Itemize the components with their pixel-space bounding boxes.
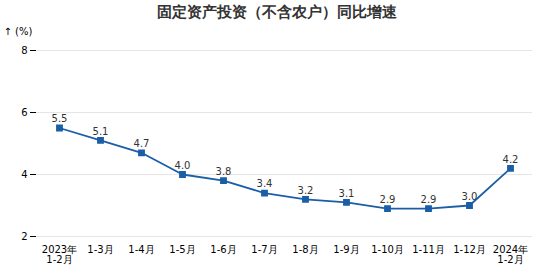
svg-text:3.2: 3.2 (298, 185, 314, 196)
svg-text:1-5月: 1-5月 (169, 244, 195, 255)
html-text:固定资产投资（不含农户）同比增速: 固定资产投资（不含农户）同比增速 (157, 3, 397, 21)
svg-text:2024年1-2月: 2024年1-2月 (493, 244, 528, 265)
svg-text:1-12月: 1-12月 (453, 244, 486, 255)
svg-text:8: 8 (21, 45, 27, 56)
svg-text:2023年1-2月: 2023年1-2月 (42, 244, 77, 265)
svg-text:6: 6 (21, 107, 27, 118)
svg-text:1-10月: 1-10月 (371, 244, 404, 255)
svg-text:1-8月: 1-8月 (292, 244, 318, 255)
svg-text:2: 2 (21, 231, 27, 242)
svg-text:2.9: 2.9 (380, 194, 396, 205)
svg-text:5.5: 5.5 (52, 113, 68, 124)
svg-text:1-9月: 1-9月 (333, 244, 359, 255)
svg-text:3.0: 3.0 (462, 191, 478, 202)
svg-text:1-6月: 1-6月 (210, 244, 236, 255)
svg-text:3.1: 3.1 (339, 188, 355, 199)
svg-text:1-4月: 1-4月 (128, 244, 154, 255)
svg-text:1-3月: 1-3月 (87, 244, 113, 255)
svg-text:3.4: 3.4 (257, 178, 273, 189)
svg-text:3.8: 3.8 (216, 166, 232, 177)
svg-text:1-7月: 1-7月 (251, 244, 277, 255)
svg-text:1-11月: 1-11月 (412, 244, 445, 255)
svg-text:2.9: 2.9 (421, 194, 437, 205)
svg-text:4.7: 4.7 (134, 138, 150, 149)
svg-text:↑ (%): ↑ (%) (4, 26, 33, 37)
svg-text:5.1: 5.1 (93, 126, 109, 137)
svg-text:4.0: 4.0 (175, 160, 191, 171)
svg-text:4.2: 4.2 (503, 154, 519, 165)
svg-text:4: 4 (21, 169, 27, 180)
